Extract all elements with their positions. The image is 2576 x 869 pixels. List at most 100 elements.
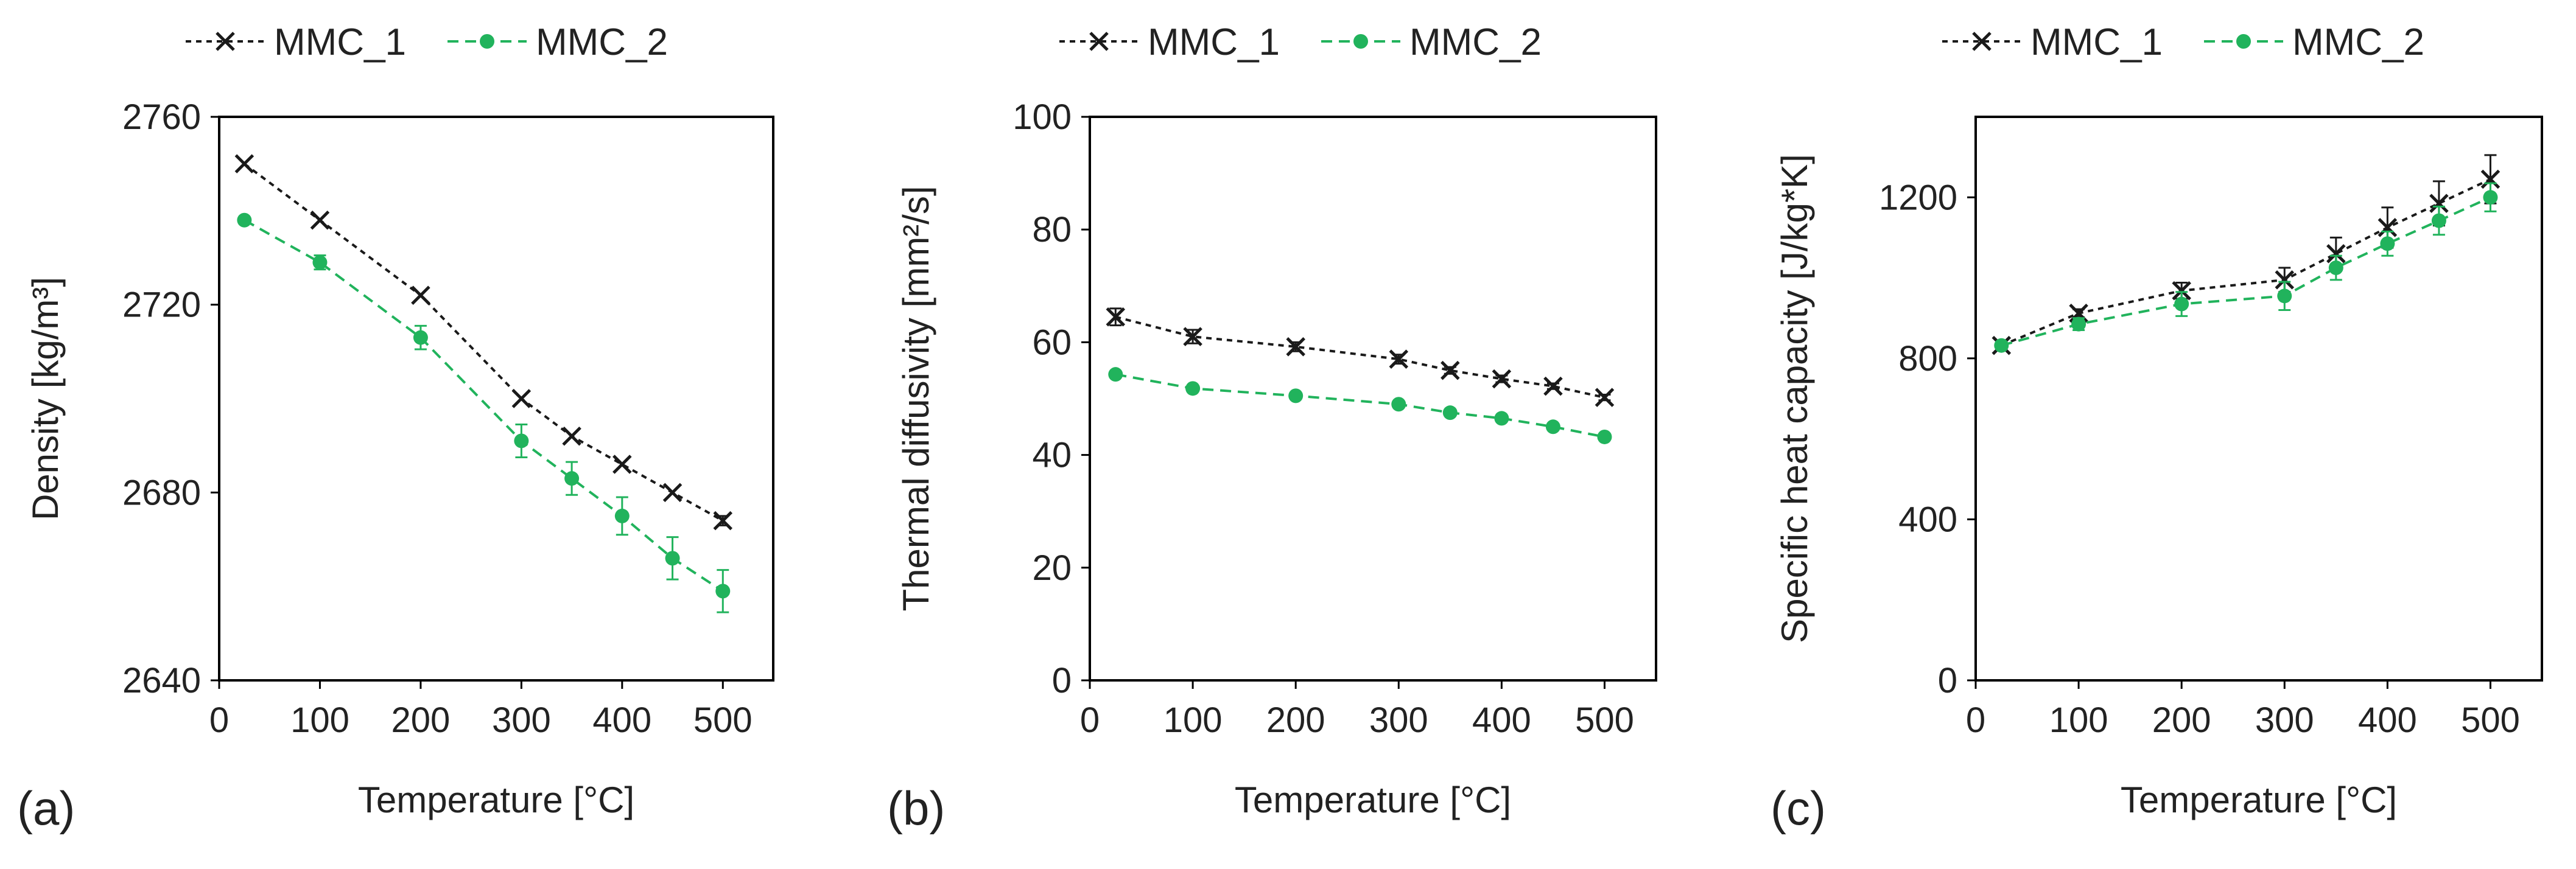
data-point-x-marker	[1492, 369, 1512, 389]
x-tick-label: 200	[1266, 700, 1325, 740]
y-tick-label: 2720	[122, 285, 201, 325]
x-tick-label: 300	[492, 700, 551, 740]
data-point-x-marker	[713, 511, 733, 531]
data-point-dot-marker	[715, 584, 731, 599]
data-point-x-marker	[2172, 281, 2191, 301]
x-axis-label: Temperature [°C]	[1235, 780, 1511, 820]
x-tick-label: 500	[1575, 700, 1634, 740]
legend-marker-dot	[480, 34, 494, 49]
legend-label-mmc_1: MMC_1	[1148, 21, 1280, 63]
data-point-x-marker	[1106, 307, 1126, 327]
data-point-dot-marker	[2328, 260, 2343, 276]
data-point-x-marker	[511, 389, 532, 408]
x-tick-label: 0	[1080, 700, 1100, 740]
x-axis-label: Temperature [°C]	[2121, 780, 2397, 820]
data-point-dot-marker	[1597, 429, 1612, 444]
y-tick-label: 80	[1032, 210, 1072, 250]
panel-label: (b)	[887, 781, 945, 835]
data-point-dot-marker	[2483, 190, 2498, 205]
series-line-mmc_1	[2001, 178, 2491, 347]
data-point-x-marker	[2326, 244, 2346, 263]
legend-label-mmc_1: MMC_1	[2030, 21, 2163, 63]
panel-specific-heat-chart: 0 400 800 1200 0 100 200 300 400 500 Temperature […	[1771, 21, 2543, 835]
data-point-x-marker	[1183, 327, 1202, 346]
x-tick-label: 400	[2358, 700, 2417, 740]
legend-marker-dot	[1353, 34, 1368, 49]
y-tick-label: 100	[1013, 97, 1072, 137]
y-tick-label: 0	[1052, 661, 1072, 700]
legend-marker-x	[1089, 32, 1109, 51]
data-point-dot-marker	[2380, 236, 2395, 251]
plot-frame	[1974, 116, 2543, 682]
data-point-dot-marker	[1994, 338, 2009, 353]
data-point-dot-marker	[614, 508, 630, 523]
data-point-x-marker	[1441, 360, 1460, 380]
legend-marker-x	[216, 32, 235, 51]
legend-marker-x	[1972, 32, 1992, 51]
y-tick-label: 2680	[122, 473, 201, 512]
x-tick-label: 200	[391, 700, 451, 740]
y-tick-label: 1200	[1879, 178, 1957, 217]
series-line-mmc_2	[2001, 196, 2491, 347]
panel-label: (c)	[1771, 781, 1826, 835]
data-point-x-marker	[1543, 376, 1563, 396]
y-tick-label: 2640	[122, 661, 201, 700]
panel-label: (a)	[17, 781, 75, 835]
x-axis-label: Temperature [°C]	[358, 780, 634, 820]
data-point-dot-marker	[665, 551, 680, 566]
legend-label-mmc_2: MMC_2	[2292, 21, 2424, 63]
y-tick-label: 400	[1898, 500, 1957, 539]
data-point-dot-marker	[312, 255, 328, 270]
x-tick-label: 400	[1472, 700, 1531, 740]
data-point-dot-marker	[1442, 405, 1458, 421]
series-line-mmc_1	[1115, 315, 1605, 399]
data-point-dot-marker	[1288, 388, 1304, 403]
data-point-x-marker	[234, 154, 254, 173]
data-point-dot-marker	[1494, 411, 1509, 426]
series-line-mmc_1	[244, 162, 724, 522]
legend-marker-dot	[2236, 34, 2251, 49]
y-tick-label: 800	[1898, 339, 1957, 379]
data-point-x-marker	[612, 455, 632, 474]
x-tick-label: 200	[2152, 700, 2211, 740]
data-point-dot-marker	[237, 212, 252, 228]
data-point-x-marker	[1286, 337, 1305, 357]
data-point-x-marker	[1595, 388, 1615, 407]
data-point-x-marker	[662, 483, 683, 503]
x-tick-label: 100	[1163, 700, 1223, 740]
x-tick-label: 0	[1966, 700, 1985, 740]
legend-label-mmc_1: MMC_1	[274, 21, 406, 63]
data-point-dot-marker	[1391, 397, 1406, 412]
data-point-dot-marker	[564, 471, 580, 486]
data-point-x-marker	[2480, 169, 2501, 189]
data-point-dot-marker	[2071, 316, 2086, 332]
data-point-dot-marker	[2277, 288, 2292, 304]
data-point-x-marker	[562, 426, 581, 446]
y-axis-label: Specific heat capacity [J/kg*K]	[1774, 154, 1815, 643]
data-point-x-marker	[2429, 194, 2449, 213]
x-tick-label: 500	[2461, 700, 2520, 740]
data-point-x-marker	[310, 210, 330, 230]
legend-label-mmc_2: MMC_2	[536, 21, 668, 63]
data-point-dot-marker	[2174, 296, 2189, 312]
y-tick-label: 40	[1032, 436, 1072, 475]
data-point-dot-marker	[413, 330, 428, 345]
y-tick-label: 2760	[122, 97, 201, 137]
data-point-dot-marker	[1545, 419, 1560, 434]
data-point-x-marker	[2275, 270, 2295, 290]
panel-thermal-diffusivity-chart: 0 20 40 60 80 100 0 100 200 300 400 500 Temperature …	[887, 21, 1657, 835]
x-tick-label: 300	[1369, 700, 1428, 740]
y-axis-label: Density [kg/m³]	[25, 277, 66, 520]
y-axis-label: Thermal diffusivity [mm²/s]	[896, 186, 936, 612]
series-line-mmc_2	[1115, 373, 1605, 438]
y-tick-label: 0	[1938, 661, 1957, 700]
data-point-x-marker	[1389, 349, 1409, 369]
x-tick-label: 100	[2049, 700, 2108, 740]
data-point-dot-marker	[1108, 367, 1123, 382]
data-point-dot-marker	[514, 433, 529, 448]
legend-label-mmc_2: MMC_2	[1409, 21, 1542, 63]
y-tick-label: 60	[1032, 323, 1072, 362]
data-point-x-marker	[411, 285, 430, 305]
data-point-dot-marker	[1185, 381, 1201, 396]
